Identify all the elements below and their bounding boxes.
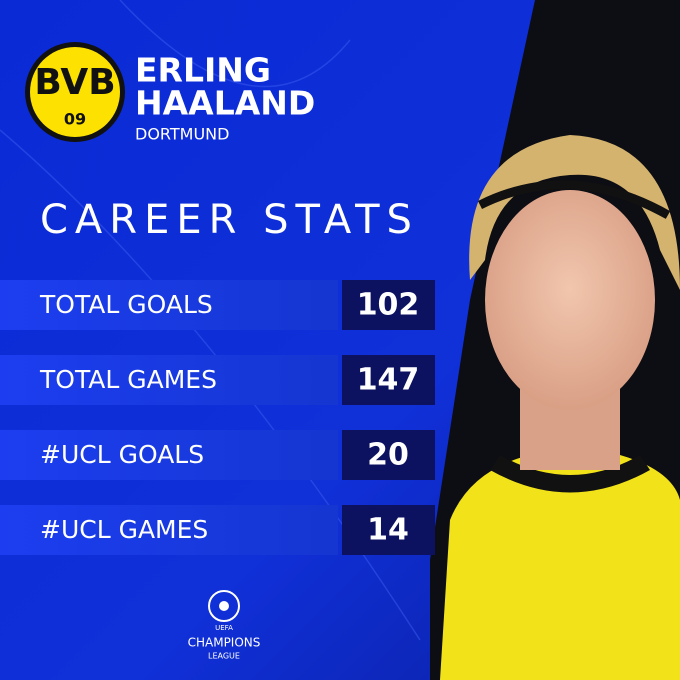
player-photo: [430, 0, 680, 680]
stat-value-box: [342, 355, 435, 405]
stat-label-bar: [0, 430, 338, 480]
stat-value: 102: [357, 288, 420, 323]
collar: [490, 455, 650, 493]
stat-value: 20: [367, 438, 409, 473]
uefa-text: UEFA: [215, 624, 233, 632]
club-name: DORTMUND: [135, 125, 229, 144]
logo-text: BVB: [34, 62, 115, 103]
headband: [477, 180, 671, 219]
club-logo: BVB 09: [25, 42, 125, 142]
first-name: ERLING: [135, 51, 271, 90]
logo-fill: [30, 47, 120, 137]
stat-label: #UCL GAMES: [40, 515, 208, 544]
last-name: HAALAND: [135, 84, 315, 123]
stat-label: TOTAL GOALS: [39, 290, 213, 319]
stat-label-bar: [0, 355, 338, 405]
stat-value: 14: [367, 513, 409, 548]
competition-logo: UEFA CHAMPIONS LEAGUE: [188, 590, 261, 661]
league-text: LEAGUE: [208, 652, 240, 661]
stat-value-box: [342, 505, 435, 555]
stat-label-bar: [0, 505, 338, 555]
face: [485, 190, 655, 410]
stat-label: TOTAL GAMES: [39, 365, 217, 394]
stat-value: 147: [357, 363, 420, 398]
stats-table: TOTAL GOALS 102 TOTAL GAMES 147 #UCL GOALS 20…: [0, 280, 435, 555]
stat-label-bar: [0, 280, 338, 330]
stat-label: #UCL GOALS: [40, 440, 204, 469]
logo-year: 09: [64, 110, 86, 129]
stat-value-box: [342, 280, 435, 330]
stat-value-box: [342, 430, 435, 480]
ball-icon: [208, 590, 240, 622]
champions-text: CHAMPIONS: [188, 636, 261, 650]
ball-star: [219, 601, 229, 611]
jersey: [440, 455, 680, 680]
hair: [469, 135, 680, 290]
section-title: CAREER STATS: [40, 197, 419, 243]
decor-line: [119, 0, 351, 88]
